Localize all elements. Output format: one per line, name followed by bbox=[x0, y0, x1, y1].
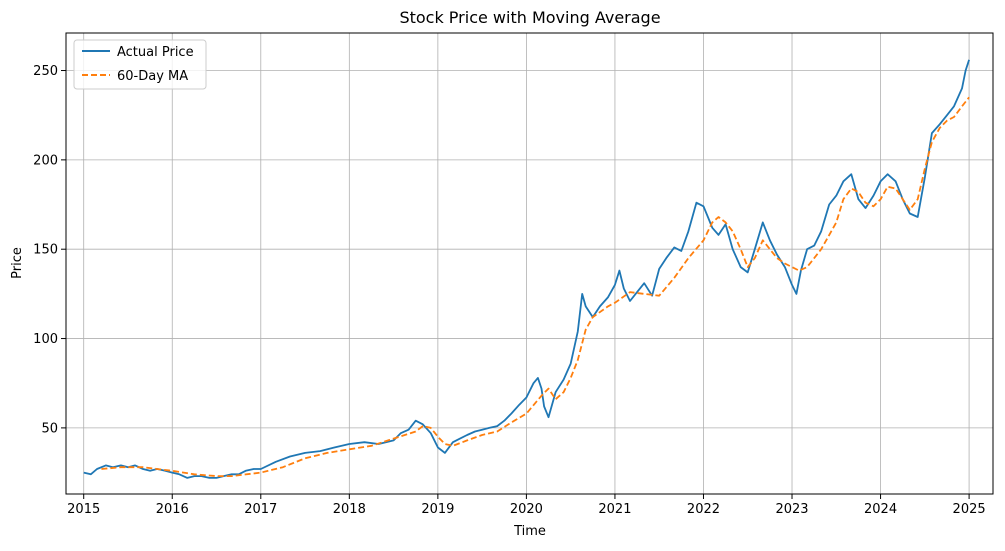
y-tick-label-1: 100 bbox=[33, 332, 58, 347]
x-tick-label-4: 2019 bbox=[421, 502, 454, 517]
x-tick-label-10: 2025 bbox=[953, 502, 986, 517]
x-tick-label-5: 2020 bbox=[510, 502, 543, 517]
x-tick-label-6: 2021 bbox=[598, 502, 631, 517]
legend-label-60-day-ma: 60-Day MA bbox=[117, 69, 188, 84]
x-tick-label-8: 2023 bbox=[775, 502, 808, 517]
legend-box bbox=[73, 39, 207, 90]
x-axis-label: Time bbox=[513, 524, 546, 539]
y-tick-label-3: 200 bbox=[33, 153, 58, 168]
y-tick-label-2: 150 bbox=[33, 243, 58, 258]
series-line-60-day-ma bbox=[101, 96, 970, 478]
y-axis-label: Price bbox=[10, 247, 25, 279]
grid-layer bbox=[66, 33, 993, 494]
y-tick-label-0: 50 bbox=[41, 421, 58, 436]
legend-label-actual-price: Actual Price bbox=[117, 45, 194, 60]
chart-title: Stock Price with Moving Average bbox=[399, 8, 660, 27]
x-tick-label-3: 2018 bbox=[333, 502, 366, 517]
x-tick-label-9: 2024 bbox=[864, 502, 897, 517]
x-tick-label-2: 2017 bbox=[244, 502, 277, 517]
x-tick-label-0: 2015 bbox=[67, 502, 100, 517]
series-layer bbox=[83, 59, 970, 479]
legend: Actual Price 60-Day MA bbox=[73, 39, 207, 90]
tick-layer: 2015 2016 2017 2018 2019 2020 2021 2022 2023 2024… bbox=[33, 64, 985, 517]
x-tick-label-1: 2016 bbox=[156, 502, 189, 517]
x-tick-label-7: 2022 bbox=[687, 502, 720, 517]
y-tick-label-4: 250 bbox=[33, 64, 58, 79]
plot-frame bbox=[65, 32, 994, 495]
series-line-actual-price bbox=[83, 59, 970, 479]
